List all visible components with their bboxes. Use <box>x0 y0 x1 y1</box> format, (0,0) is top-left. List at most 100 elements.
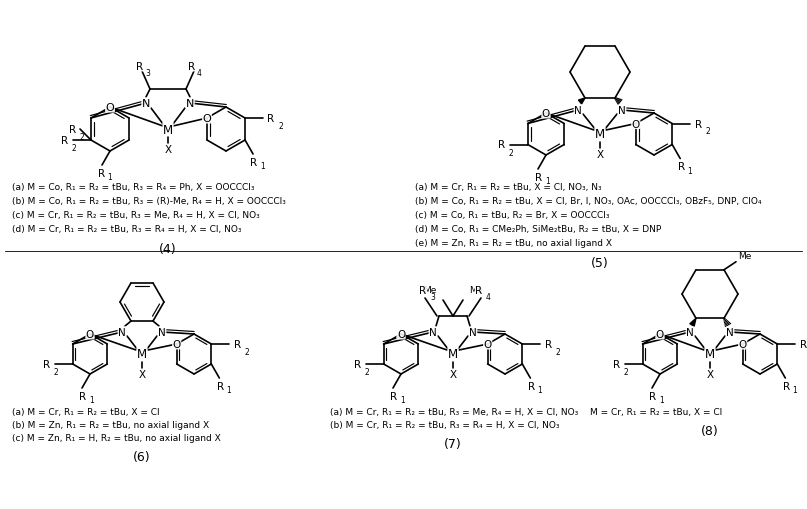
Text: (b) M = Zn, R₁ = R₂ = tBu, no axial ligand X: (b) M = Zn, R₁ = R₂ = tBu, no axial liga… <box>12 420 209 429</box>
Text: N: N <box>618 106 626 116</box>
Text: R: R <box>535 173 542 183</box>
Text: N: N <box>429 327 437 337</box>
Text: (e) M = Zn, R₁ = R₂ = tBu, no axial ligand X: (e) M = Zn, R₁ = R₂ = tBu, no axial liga… <box>415 239 612 247</box>
Text: (b) M = Co, R₁ = R₂ = tBu, R₃ = (R)-Me, R₄ = H, X = OOCCCl₃: (b) M = Co, R₁ = R₂ = tBu, R₃ = (R)-Me, … <box>12 196 286 206</box>
Text: 4: 4 <box>486 293 491 301</box>
Text: R: R <box>498 140 505 150</box>
Text: R: R <box>783 381 790 391</box>
Text: R: R <box>800 340 807 349</box>
Text: X: X <box>596 150 604 160</box>
Text: O: O <box>397 329 405 340</box>
Text: X: X <box>139 369 145 379</box>
Text: 2: 2 <box>79 133 84 142</box>
Text: R: R <box>678 162 685 172</box>
Text: N: N <box>686 327 694 337</box>
Text: O: O <box>738 340 746 349</box>
Text: (a) M = Cr, R₁ = R₂ = tBu, R₃ = Me, R₄ = H, X = Cl, NO₃: (a) M = Cr, R₁ = R₂ = tBu, R₃ = Me, R₄ =… <box>330 407 579 416</box>
Text: N: N <box>574 106 582 116</box>
Text: (a) M = Cr, R₁ = R₂ = tBu, X = Cl: (a) M = Cr, R₁ = R₂ = tBu, X = Cl <box>12 407 160 416</box>
Text: 2: 2 <box>245 347 249 356</box>
Text: 4: 4 <box>197 69 202 78</box>
Text: R: R <box>420 286 427 295</box>
Text: 1: 1 <box>659 395 663 404</box>
Text: R: R <box>189 62 195 72</box>
Text: M: M <box>595 128 605 141</box>
Text: (c) M = Cr, R₁ = R₂ = tBu, R₃ = Me, R₄ = H, X = Cl, NO₃: (c) M = Cr, R₁ = R₂ = tBu, R₃ = Me, R₄ =… <box>12 211 260 219</box>
Text: (5): (5) <box>591 257 608 269</box>
Text: 1: 1 <box>260 162 265 171</box>
Text: 1: 1 <box>688 166 692 175</box>
Text: R: R <box>545 340 552 349</box>
Text: Me: Me <box>738 251 751 260</box>
Text: O: O <box>173 340 181 349</box>
Text: 2: 2 <box>72 144 77 153</box>
Text: O: O <box>86 329 94 340</box>
Text: R: R <box>250 158 257 167</box>
Text: X: X <box>165 145 172 155</box>
Text: N: N <box>726 327 734 337</box>
Text: R: R <box>391 391 398 401</box>
Text: Me: Me <box>469 286 483 294</box>
Text: (b) M = Co, R₁ = R₂ = tBu, X = Cl, Br, I, NO₃, OAc, OOCCCl₃, OBzF₅, DNP, ClO₄: (b) M = Co, R₁ = R₂ = tBu, X = Cl, Br, I… <box>415 196 762 206</box>
Text: 2: 2 <box>624 367 629 376</box>
Text: R: R <box>136 62 144 72</box>
Text: (a) M = Co, R₁ = R₂ = tBu, R₃ = R₄ = Ph, X = OOCCCl₃: (a) M = Co, R₁ = R₂ = tBu, R₃ = R₄ = Ph,… <box>12 183 254 191</box>
Text: R: R <box>79 391 86 401</box>
Text: N: N <box>186 99 194 109</box>
Text: O: O <box>541 109 550 119</box>
Text: (8): (8) <box>701 424 719 437</box>
Text: N: N <box>142 99 150 109</box>
Text: R: R <box>43 359 50 369</box>
Text: R: R <box>267 114 274 124</box>
Text: R: R <box>69 125 77 135</box>
Text: (d) M = Cr, R₁ = R₂ = tBu, R₃ = R₄ = H, X = Cl, NO₃: (d) M = Cr, R₁ = R₂ = tBu, R₃ = R₄ = H, … <box>12 224 241 234</box>
Text: (a) M = Cr, R₁ = R₂ = tBu, X = Cl, NO₃, N₃: (a) M = Cr, R₁ = R₂ = tBu, X = Cl, NO₃, … <box>415 183 602 191</box>
Text: 2: 2 <box>555 347 560 356</box>
Text: (6): (6) <box>133 450 151 463</box>
Polygon shape <box>579 99 585 105</box>
Text: Me: Me <box>424 286 437 294</box>
Text: 3: 3 <box>145 69 150 78</box>
Text: O: O <box>656 329 664 340</box>
Text: (d) M = Co, R₁ = CMe₂Ph, SiMe₂tBu, R₂ = tBu, X = DNP: (d) M = Co, R₁ = CMe₂Ph, SiMe₂tBu, R₂ = … <box>415 224 661 234</box>
Text: 1: 1 <box>537 385 542 394</box>
Text: 2: 2 <box>508 148 513 157</box>
Text: 1: 1 <box>400 395 405 404</box>
Text: M: M <box>137 348 147 361</box>
Text: R: R <box>695 119 702 129</box>
Text: R: R <box>217 381 224 391</box>
Text: (4): (4) <box>159 242 177 256</box>
Text: (c) M = Zn, R₁ = H, R₂ = tBu, no axial ligand X: (c) M = Zn, R₁ = H, R₂ = tBu, no axial l… <box>12 433 221 442</box>
Text: O: O <box>203 114 211 124</box>
Text: R: R <box>528 381 535 391</box>
Polygon shape <box>690 319 696 327</box>
Text: R: R <box>475 286 483 295</box>
Text: 1: 1 <box>545 177 550 186</box>
Text: 2: 2 <box>705 127 710 136</box>
Text: 1: 1 <box>89 395 94 404</box>
Text: O: O <box>483 340 491 349</box>
Text: M = Cr, R₁ = R₂ = tBu, X = Cl: M = Cr, R₁ = R₂ = tBu, X = Cl <box>590 407 722 416</box>
Text: 2: 2 <box>54 367 58 376</box>
Text: N: N <box>158 327 166 337</box>
Text: 2: 2 <box>278 122 282 131</box>
Text: R: R <box>613 359 621 369</box>
Text: M: M <box>163 123 173 136</box>
Text: O: O <box>632 119 640 129</box>
Text: (7): (7) <box>444 437 462 450</box>
Text: (c) M = Co, R₁ = tBu, R₂ = Br, X = OOCCCl₃: (c) M = Co, R₁ = tBu, R₂ = Br, X = OOCCC… <box>415 211 609 219</box>
Text: (b) M = Cr, R₁ = R₂ = tBu, R₃ = R₄ = H, X = Cl, NO₃: (b) M = Cr, R₁ = R₂ = tBu, R₃ = R₄ = H, … <box>330 420 559 429</box>
Text: N: N <box>118 327 126 337</box>
Text: 1: 1 <box>107 173 111 182</box>
Text: 3: 3 <box>430 293 435 301</box>
Text: 1: 1 <box>226 385 231 394</box>
Text: M: M <box>705 348 715 361</box>
Text: R: R <box>354 359 362 369</box>
Text: X: X <box>449 369 457 379</box>
Text: R: R <box>234 340 240 349</box>
Text: 1: 1 <box>792 385 797 394</box>
Text: R: R <box>61 136 69 146</box>
Text: R: R <box>650 391 657 401</box>
Text: R: R <box>98 168 106 179</box>
Text: X: X <box>706 369 713 379</box>
